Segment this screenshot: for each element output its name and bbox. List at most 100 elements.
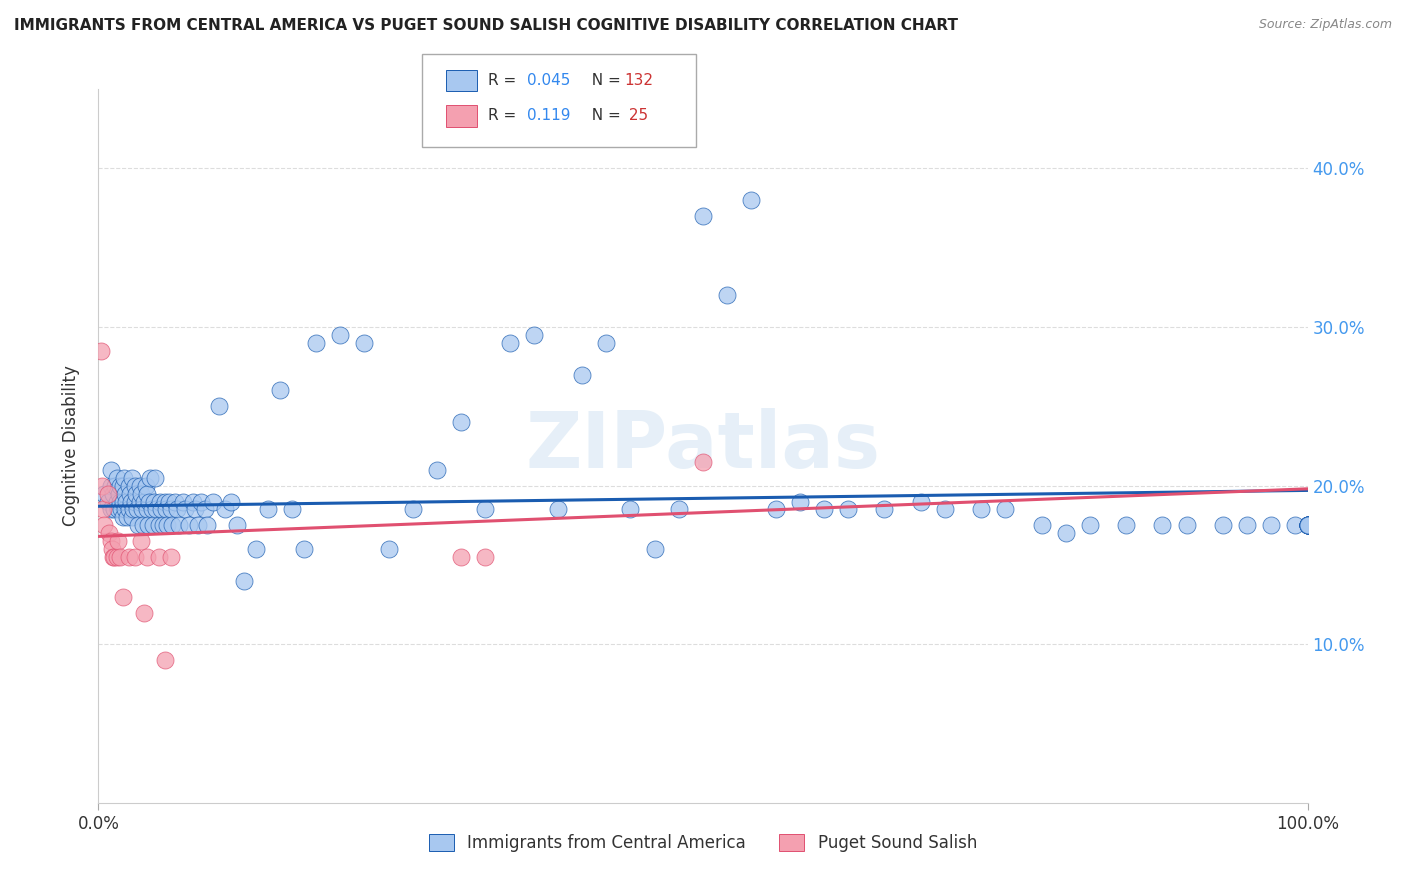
Point — [160, 502, 183, 516]
Point — [128, 478, 150, 492]
Point — [1284, 518, 1306, 533]
Point — [129, 534, 152, 549]
Point — [1296, 518, 1319, 533]
Point — [98, 526, 121, 541]
Point — [141, 502, 163, 516]
Point — [93, 486, 115, 500]
Legend: Immigrants from Central America, Puget Sound Salish: Immigrants from Central America, Puget S… — [422, 827, 984, 859]
Point — [256, 502, 278, 516]
Point — [148, 549, 170, 564]
Point — [1236, 518, 1258, 533]
Point — [172, 494, 194, 508]
Point — [115, 494, 138, 508]
Point — [910, 494, 932, 508]
Point — [873, 502, 896, 516]
Point — [450, 549, 472, 564]
Point — [740, 193, 762, 207]
Point — [474, 502, 496, 516]
Point — [181, 494, 204, 508]
Point — [108, 549, 131, 564]
Point — [1296, 518, 1319, 533]
Point — [105, 494, 128, 508]
Point — [245, 542, 267, 557]
Point — [934, 502, 956, 516]
Point — [121, 471, 143, 485]
Point — [716, 288, 738, 302]
Point — [134, 494, 156, 508]
Point — [1296, 518, 1319, 533]
Point — [125, 486, 148, 500]
Point — [111, 494, 134, 508]
Point — [135, 478, 157, 492]
Point — [108, 478, 131, 492]
Point — [353, 335, 375, 350]
Point — [1296, 518, 1319, 533]
Point — [994, 502, 1017, 516]
Point — [114, 486, 136, 500]
Text: 132: 132 — [624, 73, 654, 87]
Point — [100, 502, 122, 516]
Point — [269, 384, 291, 398]
Point — [1152, 518, 1174, 533]
Point — [1296, 518, 1319, 533]
Point — [93, 518, 115, 533]
Point — [135, 549, 157, 564]
Point — [837, 502, 859, 516]
Point — [121, 510, 143, 524]
Point — [377, 542, 399, 557]
Point — [110, 502, 132, 516]
Point — [292, 542, 315, 557]
Point — [112, 471, 135, 485]
Point — [149, 494, 172, 508]
Point — [195, 518, 218, 533]
Point — [281, 502, 304, 516]
Point — [329, 328, 352, 343]
Point — [111, 478, 134, 492]
Point — [190, 494, 212, 508]
Point — [1078, 518, 1101, 533]
Point — [91, 502, 114, 516]
Point — [134, 606, 156, 620]
Point — [118, 502, 141, 516]
Point — [202, 494, 225, 508]
Point — [118, 478, 141, 492]
Point — [108, 494, 131, 508]
Point — [619, 502, 641, 516]
Point — [692, 455, 714, 469]
Point — [132, 518, 155, 533]
Point — [90, 343, 112, 358]
Point — [101, 549, 124, 564]
Point — [100, 534, 122, 549]
Point — [105, 471, 128, 485]
Point — [1260, 518, 1282, 533]
Point — [169, 518, 191, 533]
Point — [135, 502, 157, 516]
Point — [232, 574, 254, 588]
Point — [789, 494, 811, 508]
Point — [692, 209, 714, 223]
Point — [157, 494, 180, 508]
Point — [970, 502, 993, 516]
Point — [474, 549, 496, 564]
Text: 0.119: 0.119 — [527, 109, 571, 123]
Point — [135, 486, 157, 500]
Point — [124, 478, 146, 492]
Point — [402, 502, 425, 516]
Point — [142, 518, 165, 533]
Point — [450, 415, 472, 429]
Point — [160, 549, 183, 564]
Point — [100, 463, 122, 477]
Point — [145, 502, 167, 516]
Point — [150, 502, 173, 516]
Point — [160, 518, 183, 533]
Text: Source: ZipAtlas.com: Source: ZipAtlas.com — [1258, 18, 1392, 31]
Point — [103, 549, 125, 564]
Point — [138, 494, 160, 508]
Point — [120, 494, 142, 508]
Point — [103, 502, 125, 516]
Text: IMMIGRANTS FROM CENTRAL AMERICA VS PUGET SOUND SALISH COGNITIVE DISABILITY CORRE: IMMIGRANTS FROM CENTRAL AMERICA VS PUGET… — [14, 18, 957, 33]
Point — [1054, 526, 1077, 541]
Point — [107, 534, 129, 549]
Point — [571, 368, 593, 382]
Point — [1296, 518, 1319, 533]
